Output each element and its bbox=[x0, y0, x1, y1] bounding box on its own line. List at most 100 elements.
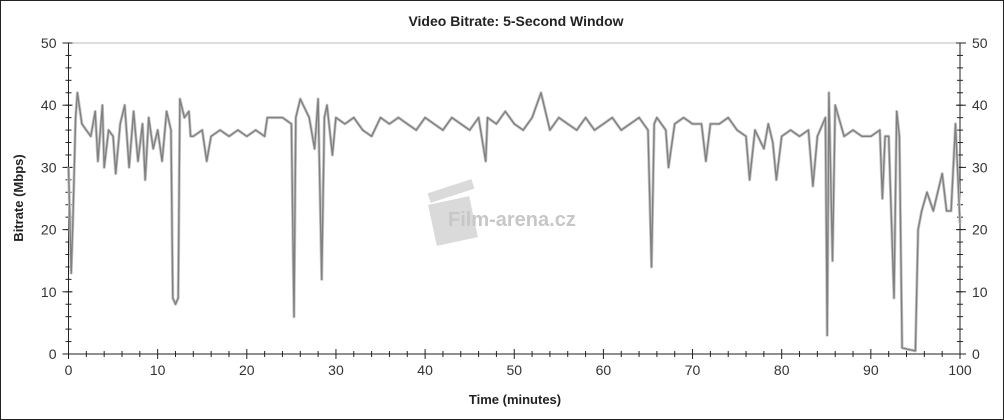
data-point bbox=[950, 210, 952, 212]
data-point bbox=[70, 272, 72, 274]
data-point bbox=[124, 104, 126, 106]
data-point bbox=[188, 110, 190, 113]
data-point bbox=[745, 135, 747, 137]
data-point bbox=[824, 117, 826, 119]
data-point bbox=[177, 297, 179, 299]
data-point bbox=[75, 117, 77, 119]
data-point bbox=[620, 129, 622, 131]
data-point bbox=[647, 129, 649, 131]
data-point bbox=[763, 148, 765, 150]
data-point bbox=[313, 148, 316, 150]
data-point bbox=[144, 179, 146, 181]
data-point bbox=[371, 135, 373, 137]
data-point bbox=[321, 278, 323, 280]
data-point bbox=[926, 191, 928, 193]
x-tick-label: 20 bbox=[239, 362, 255, 378]
data-point bbox=[415, 129, 417, 131]
x-axis-title: Time (minutes) bbox=[469, 392, 561, 407]
data-point bbox=[638, 117, 640, 119]
x-tick-label: 40 bbox=[417, 362, 433, 378]
data-point bbox=[161, 160, 163, 162]
data-point bbox=[323, 117, 325, 119]
data-point bbox=[914, 350, 917, 352]
data-point bbox=[898, 135, 900, 137]
data-point bbox=[157, 129, 159, 131]
data-point bbox=[781, 135, 783, 137]
data-point bbox=[881, 197, 884, 200]
data-point bbox=[667, 166, 670, 168]
film-arena-watermark-logo: Film-arena.cz bbox=[427, 179, 576, 246]
data-point bbox=[460, 123, 462, 125]
data-point bbox=[558, 117, 560, 119]
data-point bbox=[884, 135, 886, 137]
data-point bbox=[293, 316, 295, 318]
data-point bbox=[108, 129, 110, 131]
data-point bbox=[388, 123, 391, 125]
data-point bbox=[255, 129, 257, 131]
data-point bbox=[72, 216, 74, 218]
data-point bbox=[112, 135, 114, 137]
data-point bbox=[219, 129, 221, 131]
data-point bbox=[749, 179, 751, 181]
data-point bbox=[879, 129, 881, 131]
data-point bbox=[170, 129, 172, 131]
data-point bbox=[192, 135, 194, 137]
data-point bbox=[442, 129, 444, 131]
data-point bbox=[495, 123, 498, 125]
data-point bbox=[736, 129, 738, 131]
data-point bbox=[331, 154, 333, 156]
data-point bbox=[567, 123, 569, 125]
data-point bbox=[656, 117, 658, 119]
y-tick-label-right: 30 bbox=[972, 159, 988, 175]
y-axis-title: Bitrate (Mbps) bbox=[11, 154, 26, 241]
data-point bbox=[179, 98, 181, 100]
x-tick-label: 30 bbox=[328, 362, 344, 378]
data-point bbox=[513, 123, 515, 125]
data-point bbox=[540, 92, 542, 94]
data-point bbox=[611, 117, 613, 119]
data-point bbox=[522, 129, 524, 131]
data-point bbox=[228, 135, 230, 137]
data-point bbox=[281, 117, 284, 119]
data-point bbox=[870, 135, 872, 137]
data-point bbox=[317, 98, 319, 100]
data-point bbox=[754, 129, 756, 131]
data-point bbox=[775, 179, 777, 181]
data-point bbox=[959, 222, 961, 224]
data-point bbox=[650, 266, 653, 268]
data-point bbox=[424, 117, 426, 119]
svg-text:Film-arena.cz: Film-arena.cz bbox=[448, 209, 576, 231]
data-point bbox=[451, 117, 453, 119]
data-point bbox=[485, 160, 487, 162]
y-tick-label-right: 50 bbox=[972, 35, 988, 51]
data-point bbox=[174, 303, 177, 305]
chart-title: Video Bitrate: 5-Second Window bbox=[408, 13, 623, 29]
data-point bbox=[264, 135, 266, 137]
y-tick-label-right: 0 bbox=[972, 346, 980, 362]
data-point bbox=[705, 160, 707, 162]
data-point bbox=[132, 110, 135, 113]
data-point bbox=[941, 173, 943, 175]
data-point bbox=[90, 135, 92, 137]
x-tick-label: 70 bbox=[685, 362, 701, 378]
data-point bbox=[353, 117, 355, 119]
data-point bbox=[67, 166, 70, 168]
data-point bbox=[665, 129, 667, 131]
data-point bbox=[433, 123, 435, 125]
data-point bbox=[549, 129, 551, 131]
data-point bbox=[700, 123, 703, 125]
data-point bbox=[128, 166, 130, 168]
data-point bbox=[115, 173, 117, 175]
x-tick-label: 80 bbox=[774, 362, 790, 378]
data-point bbox=[148, 117, 150, 119]
data-point bbox=[653, 123, 655, 125]
data-point bbox=[201, 129, 203, 131]
data-point bbox=[406, 123, 408, 125]
data-point bbox=[727, 117, 729, 119]
y-tick-label-left: 20 bbox=[41, 222, 57, 238]
x-tick-label: 90 bbox=[863, 362, 879, 378]
data-point bbox=[137, 160, 139, 162]
data-point bbox=[893, 297, 895, 299]
data-point bbox=[101, 104, 103, 106]
data-point bbox=[593, 129, 596, 131]
